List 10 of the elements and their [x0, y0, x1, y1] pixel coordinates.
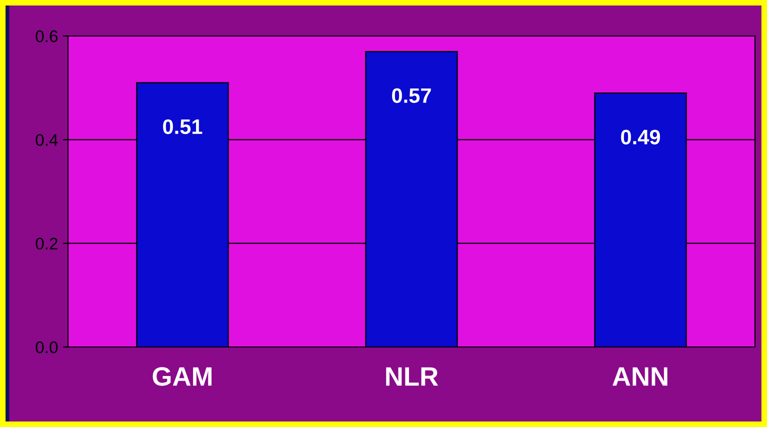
x-tick-label: GAM — [152, 367, 212, 386]
x-tick-label: NLR — [386, 367, 438, 386]
data-label: 0.57 — [392, 88, 431, 103]
data-label: 0.51 — [163, 119, 202, 134]
y-tick-label: 0.6 — [36, 30, 58, 42]
y-tick-label: 0.0 — [36, 341, 58, 354]
y-tick-label: 0.4 — [36, 134, 58, 146]
y-tick-label: 0.2 — [36, 238, 58, 250]
x-tick-label: ANN — [612, 367, 668, 386]
data-label: 0.49 — [621, 130, 660, 144]
